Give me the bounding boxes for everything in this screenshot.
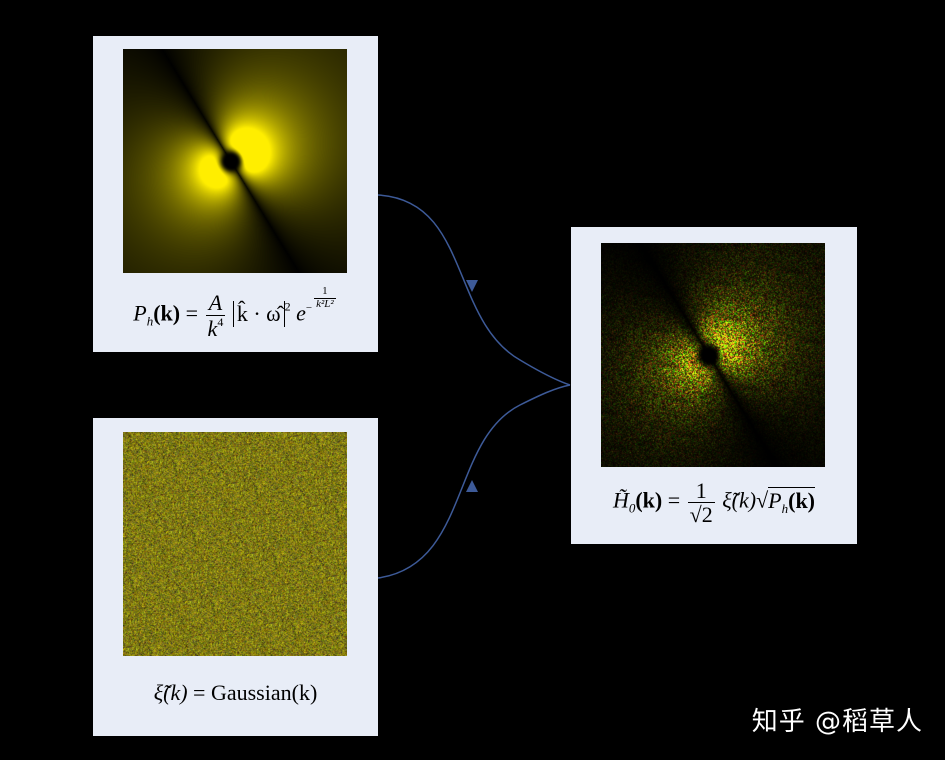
arrow-noise-to-result <box>377 384 571 579</box>
noise-card: ξ̃(k) = Gaussian(k) <box>93 418 378 736</box>
noise-image <box>123 432 347 656</box>
arrow-spectrum-to-result <box>377 194 571 386</box>
spectrum-image <box>123 49 347 273</box>
result-card: H̃0(k) = 1 √2 ξ̃(k)√Ph(k) <box>571 227 857 544</box>
arrowhead-bottom <box>466 480 478 492</box>
result-formula: H̃0(k) = 1 √2 ξ̃(k)√Ph(k) <box>612 478 816 528</box>
noise-formula: ξ̃(k) = Gaussian(k) <box>153 680 318 705</box>
arrowhead-top <box>466 280 478 292</box>
result-image <box>601 243 825 467</box>
watermark: 知乎 @稻草人 <box>751 707 923 737</box>
